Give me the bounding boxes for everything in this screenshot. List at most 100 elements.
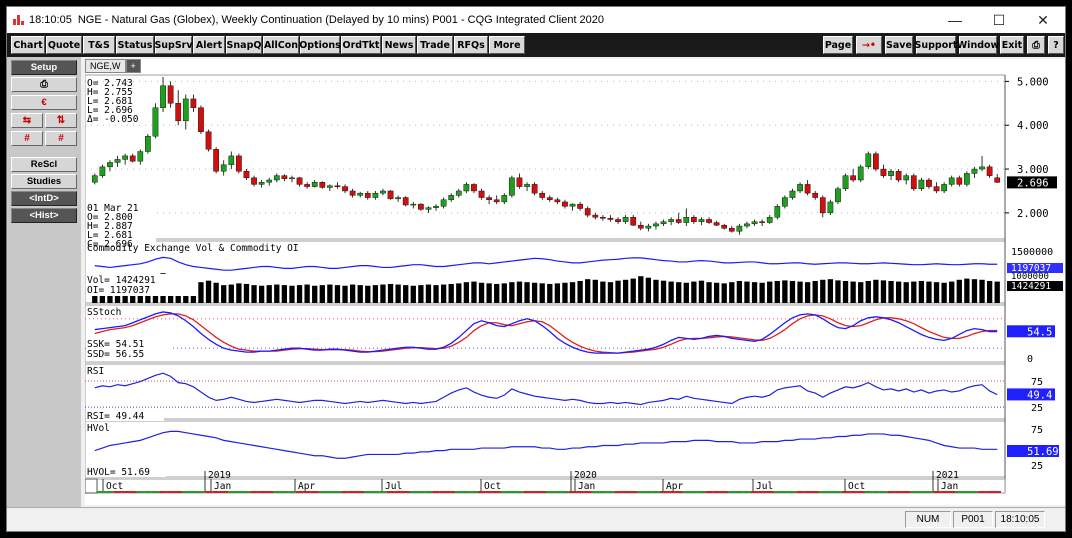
candle-body xyxy=(493,199,500,203)
price-axis-label: 3.000 xyxy=(1017,164,1049,176)
time-axis-strip-segment xyxy=(712,491,721,493)
candle-body xyxy=(827,201,834,214)
tab-nge-weekly[interactable]: NGE,W xyxy=(85,59,126,73)
stoch-panel-frame xyxy=(85,304,1006,363)
candle-body xyxy=(979,166,985,170)
menu-print-button[interactable]: ⎙ xyxy=(1027,36,1045,54)
menu-ts-button[interactable]: T&S xyxy=(83,36,115,54)
scroll-left-button[interactable]: ⇆ xyxy=(11,113,43,128)
volume-bar xyxy=(471,281,477,303)
time-axis-strip-segment xyxy=(409,491,418,493)
stoch-axis-zero: 0 xyxy=(1027,354,1033,365)
time-axis-strip-segment xyxy=(811,491,819,493)
volume-bar xyxy=(198,282,204,303)
menu-trade-button[interactable]: Trade xyxy=(417,36,453,54)
time-axis-strip-segment xyxy=(743,491,751,493)
time-axis-strip-segment xyxy=(735,491,744,493)
volume-bar xyxy=(349,284,356,303)
menu-bar: Chart Quote T&S Status SupSrv Alert SnapQ AllCo… xyxy=(7,33,1065,57)
volume-bar xyxy=(327,284,333,303)
time-axis-strip-segment xyxy=(364,491,372,493)
candle-body xyxy=(167,85,174,104)
volume-bar xyxy=(873,279,879,303)
rsi-line xyxy=(94,372,998,406)
candle-body xyxy=(364,192,371,198)
menu-supsrv-button[interactable]: SupSrv xyxy=(154,36,193,54)
time-axis-strip-segment xyxy=(492,491,501,493)
volume-bar xyxy=(744,281,750,303)
menu-alert-button[interactable]: Alert xyxy=(193,36,225,54)
time-axis-strip-segment xyxy=(477,491,486,493)
time-axis-strip-segment xyxy=(720,491,728,493)
menu-quote-button[interactable]: Quote xyxy=(46,36,82,54)
menu-exit-button[interactable]: Exit xyxy=(1000,36,1024,54)
menu-more-button[interactable]: More xyxy=(489,36,525,54)
time-axis-strip-segment xyxy=(303,491,311,493)
menu-allcon-button[interactable]: AllCon xyxy=(263,36,299,54)
grid-button-2[interactable]: # xyxy=(45,131,77,146)
candle-body xyxy=(819,197,826,214)
menu-status-button[interactable]: Status xyxy=(116,36,154,54)
time-scroll-box xyxy=(85,478,98,494)
menu-chart-button[interactable]: Chart xyxy=(11,36,45,54)
setup-button[interactable]: Setup xyxy=(11,60,77,75)
volume-readout-box xyxy=(86,274,198,296)
candle-body xyxy=(592,214,599,218)
menu-snapq-button[interactable]: SnapQ xyxy=(226,36,262,54)
menu-rfqs-button[interactable]: RFQs xyxy=(454,36,488,54)
menu-page-button[interactable]: Page xyxy=(823,36,853,54)
volume-bar xyxy=(228,284,234,303)
menu-options-button[interactable]: Options xyxy=(299,36,341,54)
rsi-tag-label: 49.4 xyxy=(1027,389,1052,401)
studies-button[interactable]: Studies xyxy=(11,174,77,189)
volume-bar xyxy=(759,282,765,303)
volume-bar xyxy=(713,282,720,303)
chart-tabs: NGE,W + xyxy=(85,59,141,73)
rsi-axis-75: 75 xyxy=(1031,377,1043,388)
time-axis-strip-segment xyxy=(227,491,236,493)
volume-bar xyxy=(653,279,659,303)
window-title: NGE - Natural Gas (Globex), Weekly Conti… xyxy=(77,14,605,26)
stoch-readout-box xyxy=(86,337,170,359)
candle-body xyxy=(198,107,204,132)
maximize-button[interactable]: ☐ xyxy=(992,11,1006,28)
menu-window-button[interactable]: Window xyxy=(957,36,999,54)
menu-support-button[interactable]: Support xyxy=(915,36,957,54)
ohlc-open: O= 2.743 xyxy=(87,78,133,89)
volume-bar xyxy=(577,280,583,303)
rsi-axis-25: 25 xyxy=(1031,403,1043,414)
historical-button[interactable]: <Hist> xyxy=(11,208,77,223)
time-axis-strip-segment xyxy=(417,491,425,493)
time-axis-strip-segment xyxy=(121,491,129,493)
close-button[interactable]: ✕ xyxy=(1037,11,1049,28)
menu-help-button[interactable]: ? xyxy=(1048,36,1064,54)
time-axis-strip-segment xyxy=(599,491,607,493)
minimize-button[interactable]: — xyxy=(948,12,962,28)
volume-bar xyxy=(395,284,401,303)
menu-news-button[interactable]: News xyxy=(382,36,416,54)
intraday-button[interactable]: <IntD> xyxy=(11,191,77,206)
time-axis-strip-segment xyxy=(485,491,493,493)
menu-ordtkt-button[interactable]: OrdTkt xyxy=(341,36,381,54)
currency-button[interactable]: € xyxy=(11,95,77,110)
chart-area[interactable]: NGE,W + 5.000 4.000 3.000 2.000 2.696 O= 2.74… xyxy=(85,59,1065,505)
scroll-vertical-button[interactable]: ⇅ xyxy=(45,113,77,128)
ohlc-change: Δ= -0.050 xyxy=(87,114,139,125)
bar-high: H= 2.887 xyxy=(87,221,133,232)
print-button[interactable]: ⎙ xyxy=(11,77,77,92)
grid-button-1[interactable]: # xyxy=(11,131,43,146)
time-axis-strip-segment xyxy=(728,491,736,493)
hvol-axis-25: 25 xyxy=(1031,461,1043,472)
ohlc-high: H= 2.755 xyxy=(87,87,133,98)
grid-icon: # xyxy=(24,133,30,144)
candle-body xyxy=(637,224,644,229)
volume-bar xyxy=(774,280,780,303)
rescale-button[interactable]: ReScl xyxy=(11,157,77,172)
menu-save-button[interactable]: Save xyxy=(885,36,913,54)
add-tab-button[interactable]: + xyxy=(125,59,141,73)
cqg-app-icon xyxy=(13,15,25,25)
candle-body xyxy=(531,184,538,194)
menu-navigate-button[interactable]: →• xyxy=(856,36,882,54)
volume-bar xyxy=(251,285,257,303)
time-axis-strip-segment xyxy=(894,491,903,493)
